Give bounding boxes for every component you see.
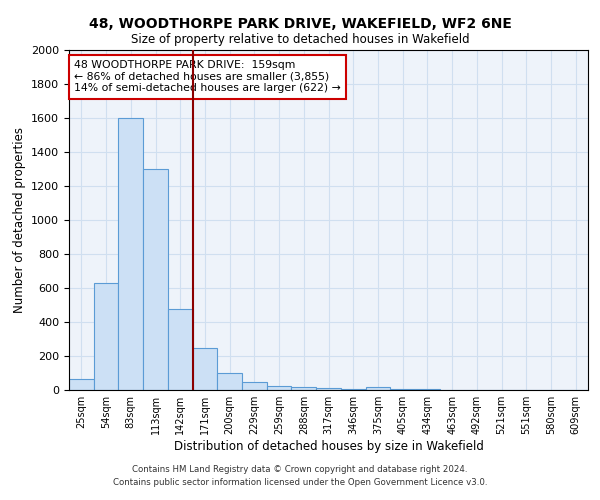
- Bar: [242, 382, 267, 390]
- Bar: [143, 169, 168, 390]
- Text: Size of property relative to detached houses in Wakefield: Size of property relative to detached ho…: [131, 32, 469, 46]
- Text: 48, WOODTHORPE PARK DRIVE, WAKEFIELD, WF2 6NE: 48, WOODTHORPE PARK DRIVE, WAKEFIELD, WF…: [89, 18, 511, 32]
- Bar: [365, 388, 390, 390]
- Bar: [69, 379, 94, 390]
- Bar: [217, 373, 242, 390]
- Text: 48 WOODTHORPE PARK DRIVE:  159sqm
← 86% of detached houses are smaller (3,855)
1: 48 WOODTHORPE PARK DRIVE: 159sqm ← 86% o…: [74, 60, 341, 94]
- Bar: [94, 283, 118, 390]
- Text: Contains HM Land Registry data © Crown copyright and database right 2024.: Contains HM Land Registry data © Crown c…: [132, 466, 468, 474]
- Bar: [267, 386, 292, 390]
- Bar: [341, 389, 365, 390]
- Bar: [390, 389, 415, 390]
- X-axis label: Distribution of detached houses by size in Wakefield: Distribution of detached houses by size …: [173, 440, 484, 453]
- Bar: [415, 389, 440, 390]
- Y-axis label: Number of detached properties: Number of detached properties: [13, 127, 26, 313]
- Bar: [292, 386, 316, 390]
- Bar: [193, 348, 217, 390]
- Bar: [168, 309, 193, 390]
- Bar: [316, 388, 341, 390]
- Bar: [118, 118, 143, 390]
- Text: Contains public sector information licensed under the Open Government Licence v3: Contains public sector information licen…: [113, 478, 487, 487]
